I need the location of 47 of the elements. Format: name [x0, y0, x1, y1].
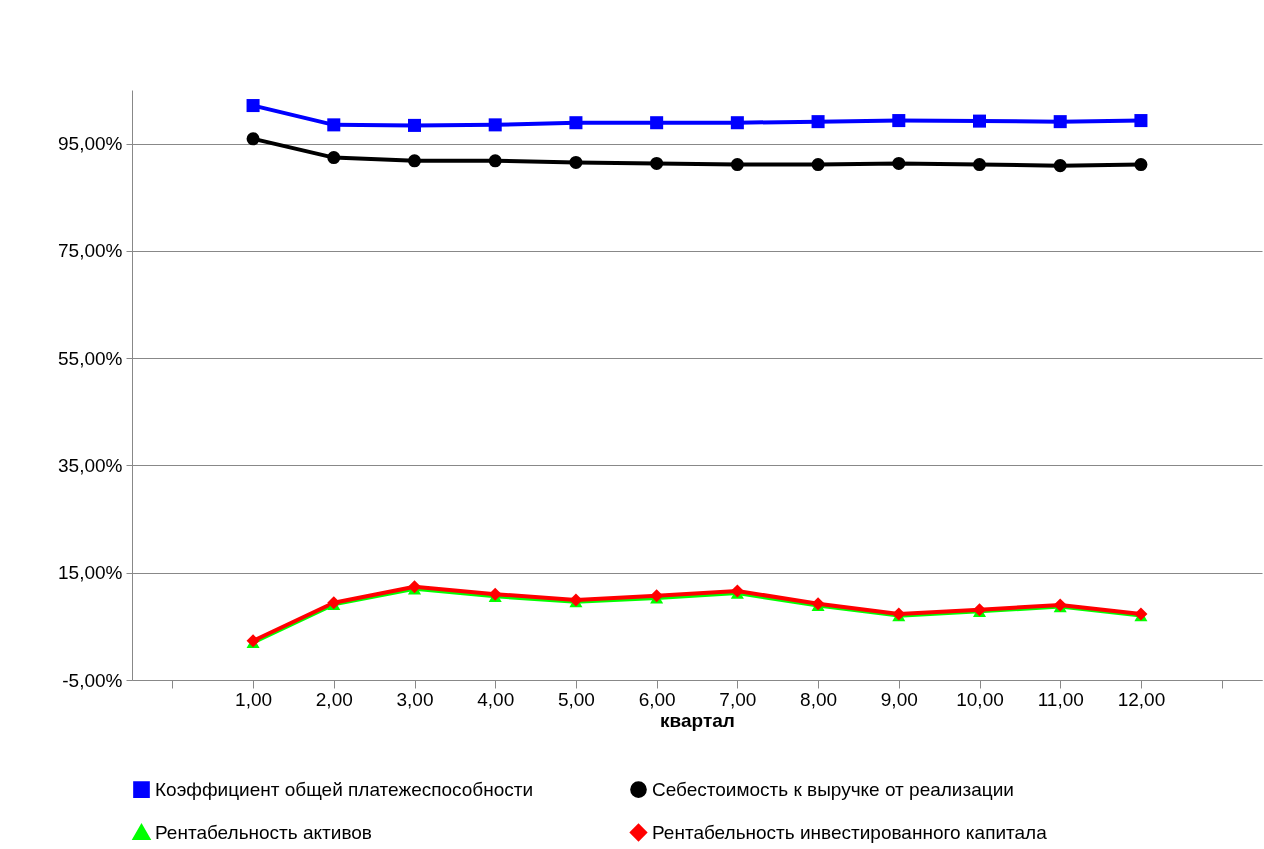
x-tick-label: 7,00 [719, 688, 757, 710]
x-tick-label: 2,00 [315, 688, 353, 710]
legend-label: Коэффициент общей платежеспособности [155, 778, 534, 800]
point [569, 155, 583, 169]
point [811, 158, 825, 172]
y-tick-label: 75,00% [58, 240, 123, 262]
point [972, 158, 987, 172]
y-tick-label: -5,00% [62, 669, 123, 691]
x-tick-label: 11,00 [1037, 688, 1084, 710]
point [730, 116, 744, 130]
point [650, 116, 664, 130]
point [327, 151, 341, 165]
point [892, 156, 906, 170]
x-tick-label: 1,00 [235, 688, 273, 710]
y-tick-label: 15,00% [58, 562, 123, 584]
y-tick-label: 55,00% [58, 347, 123, 369]
x-tick-label: 9,00 [880, 688, 918, 710]
x-tick-label: 4,00 [477, 688, 515, 710]
point [407, 154, 422, 168]
point [1134, 158, 1148, 172]
x-tick-label: 8,00 [800, 688, 838, 710]
x-axis-title: квартал [660, 709, 735, 731]
point [730, 158, 744, 172]
y-tick-label: 95,00% [58, 133, 123, 155]
legend-label: Рентабельность активов [155, 821, 372, 843]
legend-label: Рентабельность инвестированного капитала [652, 821, 1048, 843]
point [1134, 114, 1148, 128]
y-tick-label: 35,00% [58, 454, 123, 476]
legend-label: Себестоимость к выручке от реализации [652, 778, 1014, 800]
x-tick-label: 12,00 [1117, 688, 1166, 710]
x-tick-label: 10,00 [956, 688, 1004, 710]
point [488, 154, 502, 168]
x-tick-label: 5,00 [557, 688, 595, 710]
point [246, 99, 260, 113]
point [811, 115, 825, 129]
point [246, 132, 260, 146]
x-tick-label: 3,00 [396, 688, 434, 710]
point [1053, 115, 1067, 129]
point [488, 118, 502, 132]
point [972, 114, 987, 128]
point [407, 118, 422, 132]
x-tick-label: 6,00 [638, 688, 676, 710]
point [892, 114, 906, 128]
point [569, 116, 583, 130]
point [1053, 159, 1067, 173]
point [327, 118, 341, 132]
point [650, 156, 664, 170]
